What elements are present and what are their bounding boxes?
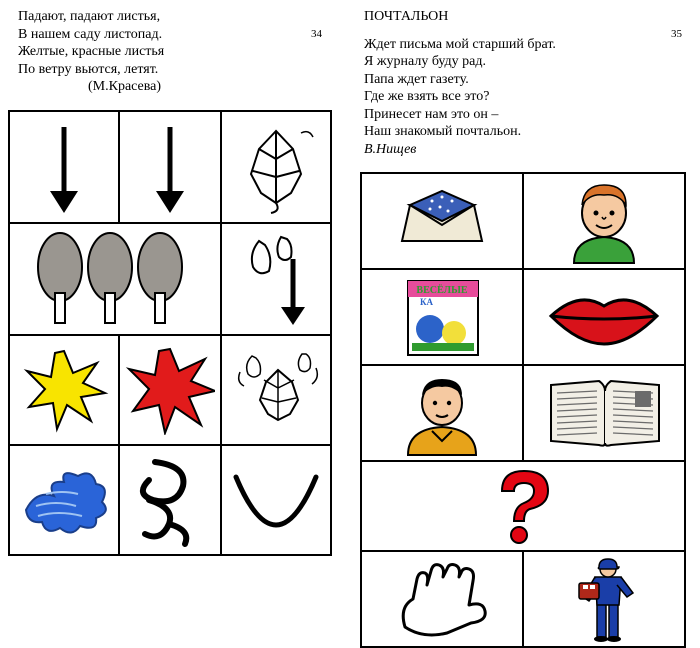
poem-line: Папа ждет газету. bbox=[364, 71, 700, 89]
svg-text:КА: КА bbox=[420, 297, 434, 307]
postman-icon bbox=[559, 555, 649, 643]
wave-icon bbox=[228, 465, 324, 535]
poem-line: В нашем саду листопад. bbox=[18, 26, 348, 44]
cell-trees bbox=[9, 223, 221, 335]
poem-author: (М.Красева) bbox=[18, 78, 348, 96]
cell-magazine: ВЕСЁЛЫЕ КА bbox=[361, 269, 523, 365]
cell-leaves-swirl bbox=[221, 335, 331, 445]
cell-boy bbox=[523, 173, 685, 269]
boy-icon bbox=[554, 177, 654, 265]
right-page: 35 ПОЧТАЛЬОН Ждет письма мой старший бра… bbox=[348, 0, 700, 646]
left-page: 34 Падают, падают листья, В нашем саду л… bbox=[0, 0, 348, 646]
poem-line: Я журналу буду рад. bbox=[364, 53, 700, 71]
cell-leaf bbox=[221, 111, 331, 223]
hand-icon bbox=[387, 557, 497, 641]
poem-line: По ветру вьются, летят. bbox=[18, 61, 348, 79]
cell-burst-red bbox=[119, 335, 222, 445]
arrow-down-icon bbox=[140, 119, 200, 215]
leaves-swirl-icon bbox=[228, 342, 324, 438]
magazine-text: ВЕСЁЛЫЕ bbox=[416, 283, 468, 296]
poem-line: Падают, падают листья, bbox=[18, 8, 348, 26]
cell-lips bbox=[523, 269, 685, 365]
mnemonic-grid-left bbox=[8, 110, 332, 556]
envelope-icon bbox=[382, 181, 502, 261]
cell-hand bbox=[361, 551, 523, 647]
cell-wave bbox=[221, 445, 331, 555]
cell-burst-yellow bbox=[9, 335, 119, 445]
lips-icon bbox=[539, 282, 669, 352]
cell-arrow-down bbox=[119, 111, 222, 223]
starburst-red-icon bbox=[125, 345, 215, 435]
starburst-yellow-icon bbox=[19, 345, 109, 435]
newspaper-icon bbox=[539, 371, 669, 455]
poem-line: Принесет нам это он – bbox=[364, 106, 700, 124]
poem-right: ПОЧТАЛЬОН Ждет письма мой старший брат. … bbox=[360, 0, 700, 158]
cell-arrow-down bbox=[9, 111, 119, 223]
leaf-icon bbox=[231, 119, 321, 215]
wind-icon bbox=[16, 460, 112, 540]
cell-newspaper bbox=[523, 365, 685, 461]
magazine-icon: ВЕСЁЛЫЕ КА bbox=[392, 273, 492, 361]
poem-line: Наш знакомый почтальон. bbox=[364, 123, 700, 141]
trees-icon bbox=[30, 229, 200, 329]
page-number-right: 35 bbox=[671, 28, 682, 40]
spiral-icon bbox=[125, 452, 215, 548]
cell-spiral bbox=[119, 445, 222, 555]
poem-line: Желтые, красные листья bbox=[18, 43, 348, 61]
cell-wind bbox=[9, 445, 119, 555]
page-number-left: 34 bbox=[311, 28, 322, 40]
leaf-arrow-icon bbox=[231, 229, 321, 329]
poem-author: В.Нищев bbox=[364, 141, 700, 159]
cell-man bbox=[361, 365, 523, 461]
poem-title: ПОЧТАЛЬОН bbox=[364, 8, 700, 26]
mnemonic-grid-right: ВЕСЁЛЫЕ КА bbox=[360, 172, 686, 648]
page-spread: 34 Падают, падают листья, В нашем саду л… bbox=[0, 0, 700, 646]
arrow-down-icon bbox=[34, 119, 94, 215]
cell-postman bbox=[523, 551, 685, 647]
poem-line: Ждет письма мой старший брат. bbox=[364, 36, 700, 54]
cell-question bbox=[361, 461, 685, 551]
poem-left: Падают, падают листья, В нашем саду лист… bbox=[0, 0, 348, 96]
man-icon bbox=[392, 369, 492, 457]
cell-leaf-arrow bbox=[221, 223, 331, 335]
question-mark-icon bbox=[478, 465, 568, 547]
cell-envelope bbox=[361, 173, 523, 269]
poem-line: Где же взять все это? bbox=[364, 88, 700, 106]
